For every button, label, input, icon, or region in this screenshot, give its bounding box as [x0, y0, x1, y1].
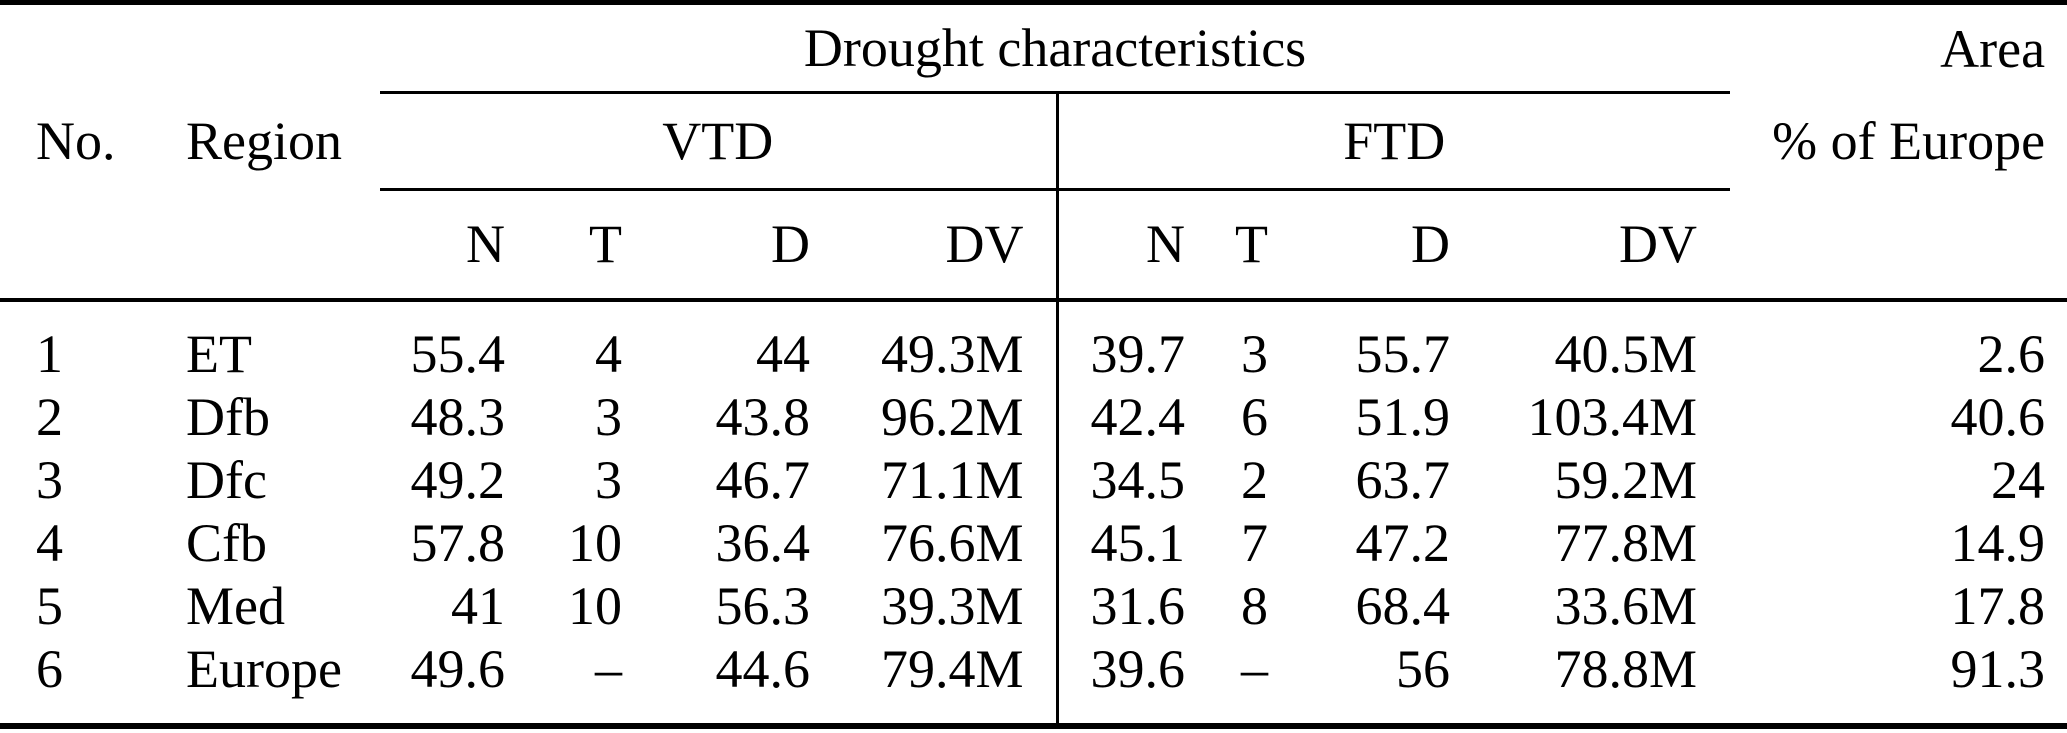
ftd-t-cell: 3 — [1241, 323, 1268, 384]
table-row: 5 Med 41 10 56.3 39.3M 31.6 8 68.4 33.6M… — [0, 574, 2067, 638]
vtd-d-cell: 44 — [756, 323, 810, 384]
vtd-t-cell: – — [505, 637, 622, 729]
ftd-t-cell: 8 — [1241, 575, 1268, 636]
vtd-d-cell: 44.6 — [622, 637, 810, 729]
ftd-t-header: T — [1185, 189, 1268, 302]
vtd-dv-cell: 76.6M — [810, 511, 1059, 575]
top-header-spacer — [0, 0, 380, 93]
ftd-dv-cell: 33.6M — [1554, 575, 1698, 636]
ftd-t-cell: 2 — [1241, 449, 1268, 510]
table-row: 3 Dfc 49.2 3 46.7 71.1M 34.5 2 63.7 59.2… — [0, 448, 2067, 512]
no-cell: 1 — [36, 323, 63, 384]
ftd-d-cell: 55.7 — [1355, 323, 1451, 384]
ftd-dv-header: DV — [1450, 189, 1731, 302]
table-row: 1 ET 55.4 4 44 49.3M 39.7 3 55.7 40.5M 2… — [0, 299, 2067, 386]
ftd-t-cell: 7 — [1241, 512, 1268, 573]
sub-header-spacer — [1730, 189, 2067, 302]
ftd-n-cell: 39.6 — [1057, 637, 1185, 729]
ftd-d-cell: 63.7 — [1355, 449, 1451, 510]
ftd-group-header: FTD — [1057, 92, 1731, 191]
ftd-n-cell: 42.4 — [1090, 386, 1186, 447]
vtd-n-header: N — [380, 189, 505, 302]
vtd-dv-cell: 39.3M — [810, 574, 1059, 638]
ftd-d-cell: 51.9 — [1355, 386, 1451, 447]
area-cell: 2.6 — [1977, 323, 2046, 384]
table-row: 2 Dfb 48.3 3 43.8 96.2M 42.4 6 51.9 103.… — [0, 385, 2067, 449]
region-cell: Cfb — [186, 512, 267, 573]
vtd-t-cell: 3 — [595, 386, 622, 447]
no-cell: 4 — [36, 512, 63, 573]
vtd-n-cell: 41 — [451, 575, 505, 636]
vtd-d-header: D — [622, 189, 810, 302]
vtd-d-cell: 46.7 — [715, 449, 811, 510]
vtd-d-cell: 43.8 — [715, 386, 811, 447]
area-cell: 40.6 — [1950, 386, 2046, 447]
region-cell: Europe — [150, 637, 380, 729]
vtd-n-cell: 48.3 — [410, 386, 506, 447]
region-column-header: Region — [186, 111, 342, 171]
region-cell: Med — [186, 575, 285, 636]
ftd-n-cell: 34.5 — [1090, 449, 1186, 510]
area-cell: 24 — [1991, 449, 2046, 510]
table-row: 6 Europe 49.6 – 44.6 79.4M 39.6 – 56 78.… — [0, 637, 2067, 729]
ftd-d-cell: 68.4 — [1355, 575, 1451, 636]
vtd-t-cell: 10 — [568, 575, 622, 636]
vtd-n-cell: 49.2 — [410, 449, 506, 510]
area-cell: 17.8 — [1950, 575, 2046, 636]
ftd-dv-cell: 59.2M — [1554, 449, 1698, 510]
vtd-dv-cell: 49.3M — [810, 299, 1059, 386]
no-cell: 3 — [36, 449, 63, 510]
vtd-d-cell: 56.3 — [715, 575, 811, 636]
vtd-dv-header: DV — [810, 189, 1059, 302]
ftd-n-cell: 31.6 — [1090, 575, 1186, 636]
vtd-t-header: T — [505, 189, 622, 302]
area-header: Area — [1730, 0, 2067, 93]
vtd-n-cell: 49.6 — [380, 637, 505, 729]
table-row: 4 Cfb 57.8 10 36.4 76.6M 45.1 7 47.2 77.… — [0, 511, 2067, 575]
ftd-d-cell: 47.2 — [1355, 512, 1451, 573]
vtd-t-cell: 3 — [595, 449, 622, 510]
ftd-d-cell: 56 — [1268, 637, 1450, 729]
vtd-t-cell: 10 — [568, 512, 622, 573]
vtd-dv-cell: 71.1M — [810, 448, 1059, 512]
vtd-n-cell: 55.4 — [410, 323, 506, 384]
no-column-header: No. — [36, 111, 116, 171]
vtd-dv-cell: 96.2M — [810, 385, 1059, 449]
ftd-dv-cell: 77.8M — [1554, 512, 1698, 573]
ftd-n-cell: 39.7 — [1090, 323, 1186, 384]
group-header-row: No. Region VTD FTD % of Europe — [0, 92, 2067, 191]
vtd-group-header: VTD — [380, 92, 1059, 191]
pct-of-europe-header: % of Europe — [1772, 111, 2046, 171]
sub-header-row: N T D DV N T D DV — [0, 189, 2067, 302]
no-cell: 2 — [36, 386, 63, 447]
sub-header-spacer — [150, 189, 380, 302]
no-cell: 5 — [36, 575, 63, 636]
sub-header-spacer — [0, 189, 150, 302]
drought-characteristics-header: Drought characteristics — [380, 0, 1731, 94]
area-cell: 14.9 — [1950, 512, 2046, 573]
ftd-n-header: N — [1057, 189, 1185, 302]
region-cell: Dfb — [186, 386, 270, 447]
ftd-dv-cell: 78.8M — [1450, 637, 1731, 729]
vtd-n-cell: 57.8 — [410, 512, 506, 573]
area-cell: 91.3 — [1730, 637, 2067, 729]
ftd-dv-cell: 40.5M — [1554, 323, 1698, 384]
no-cell: 6 — [0, 637, 150, 729]
ftd-d-header: D — [1268, 189, 1450, 302]
vtd-t-cell: 4 — [595, 323, 622, 384]
ftd-t-cell: – — [1185, 637, 1268, 729]
top-header-row: Drought characteristics Area — [0, 0, 2067, 94]
region-cell: ET — [186, 323, 252, 384]
vtd-dv-cell: 79.4M — [810, 637, 1059, 729]
ftd-t-cell: 6 — [1241, 386, 1268, 447]
region-cell: Dfc — [186, 449, 267, 510]
ftd-dv-cell: 103.4M — [1527, 386, 1698, 447]
vtd-d-cell: 36.4 — [715, 512, 811, 573]
ftd-n-cell: 45.1 — [1090, 512, 1186, 573]
